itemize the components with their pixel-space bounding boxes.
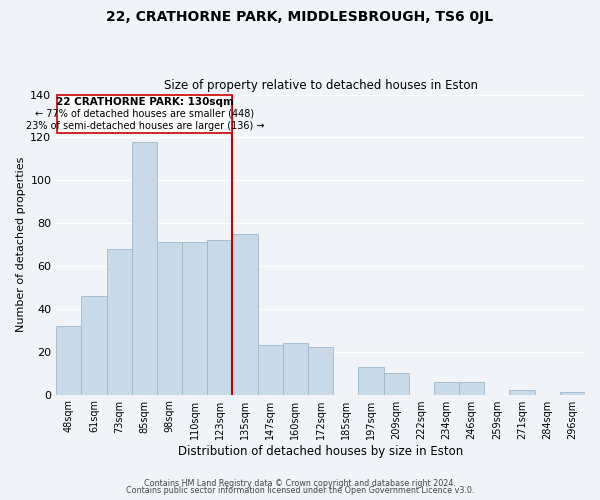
Text: 23% of semi-detached houses are larger (136) →: 23% of semi-detached houses are larger (…	[26, 121, 264, 131]
Bar	[157, 242, 182, 394]
Bar	[107, 249, 132, 394]
Text: 22 CRATHORNE PARK: 130sqm: 22 CRATHORNE PARK: 130sqm	[56, 98, 234, 108]
Y-axis label: Number of detached properties: Number of detached properties	[16, 157, 26, 332]
FancyBboxPatch shape	[58, 94, 232, 133]
Bar	[459, 382, 484, 394]
Bar	[82, 296, 107, 394]
Bar	[207, 240, 232, 394]
Bar	[308, 348, 333, 395]
Bar	[383, 373, 409, 394]
Text: Contains public sector information licensed under the Open Government Licence v3: Contains public sector information licen…	[126, 486, 474, 495]
Bar	[358, 366, 383, 394]
Bar	[257, 346, 283, 395]
Bar	[56, 326, 82, 394]
Bar	[232, 234, 257, 394]
Bar	[509, 390, 535, 394]
Text: Contains HM Land Registry data © Crown copyright and database right 2024.: Contains HM Land Registry data © Crown c…	[144, 478, 456, 488]
Bar	[182, 242, 207, 394]
Title: Size of property relative to detached houses in Eston: Size of property relative to detached ho…	[164, 79, 478, 92]
Text: 22, CRATHORNE PARK, MIDDLESBROUGH, TS6 0JL: 22, CRATHORNE PARK, MIDDLESBROUGH, TS6 0…	[106, 10, 494, 24]
Bar	[560, 392, 585, 394]
Bar	[283, 343, 308, 394]
Bar	[132, 142, 157, 394]
Bar	[434, 382, 459, 394]
Text: ← 77% of detached houses are smaller (448): ← 77% of detached houses are smaller (44…	[35, 109, 254, 119]
X-axis label: Distribution of detached houses by size in Eston: Distribution of detached houses by size …	[178, 444, 463, 458]
